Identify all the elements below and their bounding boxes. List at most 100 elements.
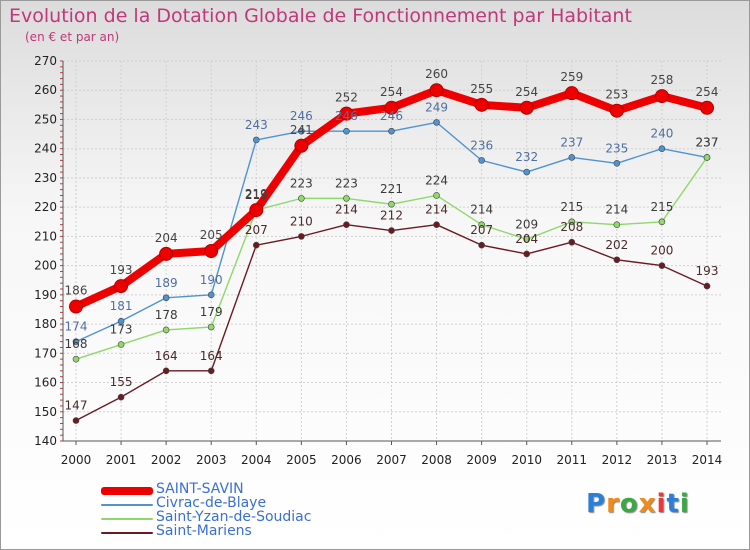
data-label: 212 <box>380 209 403 223</box>
data-label: 237 <box>696 135 719 149</box>
data-point <box>72 355 80 363</box>
data-point <box>162 326 170 334</box>
data-point <box>478 157 485 164</box>
data-point <box>252 241 260 249</box>
y-tick-label: 150 <box>34 405 57 419</box>
data-label: 214 <box>605 203 628 217</box>
y-tick-label: 200 <box>34 259 57 273</box>
data-label: 186 <box>65 284 88 298</box>
y-tick-label: 240 <box>34 142 57 156</box>
x-tick-label: 2008 <box>421 453 452 467</box>
data-label: 255 <box>470 82 493 96</box>
legend-swatch <box>101 487 153 495</box>
y-tick-label: 220 <box>34 200 57 214</box>
data-label: 223 <box>335 176 358 190</box>
data-label: 215 <box>650 200 673 214</box>
data-point <box>478 221 485 228</box>
data-label: 259 <box>560 70 583 84</box>
data-point <box>613 160 621 167</box>
x-tick-label: 2006 <box>331 453 362 467</box>
logo-letter: o <box>619 489 639 519</box>
data-point <box>523 168 531 176</box>
data-label: 235 <box>605 141 628 155</box>
data-label: 214 <box>425 203 448 217</box>
data-label: 178 <box>155 308 178 322</box>
data-point <box>429 83 444 98</box>
data-point <box>69 299 83 314</box>
data-label: 205 <box>200 228 223 242</box>
data-label: 224 <box>425 173 448 187</box>
data-point <box>568 154 576 161</box>
legend-label: Saint-Yzan-de-Soudiac <box>156 509 312 525</box>
data-label: 241 <box>290 123 313 137</box>
data-point <box>298 233 305 240</box>
data-label: 204 <box>515 232 538 246</box>
data-label: 164 <box>155 349 178 363</box>
x-tick-label: 2001 <box>106 453 137 467</box>
data-point <box>204 244 219 258</box>
data-point <box>474 97 489 112</box>
data-label: 254 <box>380 85 403 99</box>
data-point <box>433 221 440 228</box>
data-point <box>384 100 399 115</box>
data-label: 209 <box>515 217 538 231</box>
logo-letter: P <box>586 489 607 519</box>
y-tick-label: 180 <box>34 317 57 331</box>
chart-title: Evolution de la Dotation Globale de Fonc… <box>9 5 632 27</box>
data-point <box>298 195 305 202</box>
data-label: 260 <box>425 67 448 81</box>
legend-swatch <box>101 532 153 534</box>
legend-swatch <box>101 518 153 520</box>
data-point <box>343 127 350 135</box>
data-label: 147 <box>65 399 88 413</box>
x-tick-label: 2014 <box>692 453 723 467</box>
data-point <box>298 127 305 135</box>
data-point <box>207 323 215 331</box>
data-point <box>294 138 309 153</box>
data-point <box>388 200 395 208</box>
data-label: 164 <box>200 349 223 363</box>
data-point <box>658 218 666 226</box>
data-label: 207 <box>245 223 268 237</box>
data-label: 210 <box>290 214 313 228</box>
data-point <box>564 86 579 101</box>
data-point <box>609 103 624 118</box>
data-label: 221 <box>380 182 403 196</box>
x-tick-label: 2013 <box>647 453 678 467</box>
data-label: 254 <box>696 85 719 99</box>
data-label: 190 <box>200 273 223 287</box>
logo-letter: x <box>638 489 657 519</box>
data-point <box>700 100 714 115</box>
data-label: 173 <box>110 323 133 337</box>
data-label: 252 <box>335 91 358 105</box>
legend-swatch <box>101 504 153 506</box>
proxiti-logo: Proxiti <box>586 489 690 519</box>
y-tick-label: 160 <box>34 376 57 390</box>
logo-letter: t <box>666 489 680 519</box>
x-tick-label: 2009 <box>466 453 497 467</box>
data-label: 258 <box>650 73 673 87</box>
data-point <box>249 203 264 218</box>
data-label: 179 <box>200 305 223 319</box>
data-label: 214 <box>470 203 493 217</box>
data-point <box>162 367 170 375</box>
data-point <box>162 294 170 302</box>
x-tick-label: 2005 <box>286 453 317 467</box>
data-label: 236 <box>470 138 493 152</box>
legend-label: SAINT-SAVIN <box>156 481 244 497</box>
x-tick-label: 2003 <box>196 453 227 467</box>
data-label: 232 <box>515 150 538 164</box>
data-point <box>658 145 666 152</box>
data-point <box>339 106 354 121</box>
data-point <box>72 417 80 424</box>
y-tick-label: 210 <box>34 229 57 243</box>
logo-letter: i <box>679 489 690 519</box>
x-tick-label: 2007 <box>376 453 407 467</box>
data-label: 193 <box>696 264 719 278</box>
data-label: 155 <box>110 375 133 389</box>
data-label: 223 <box>290 176 313 190</box>
y-tick-label: 170 <box>34 346 57 360</box>
x-tick-label: 2011 <box>557 453 588 467</box>
